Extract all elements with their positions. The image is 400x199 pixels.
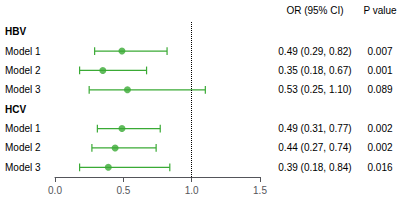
svg-text:Model 1: Model 1 xyxy=(5,123,41,134)
svg-text:HBV: HBV xyxy=(5,26,26,37)
svg-text:0.0: 0.0 xyxy=(48,185,62,196)
svg-text:Model 2: Model 2 xyxy=(5,142,41,153)
svg-text:0.39 (0.18, 0.84): 0.39 (0.18, 0.84) xyxy=(278,162,351,173)
svg-text:0.53 (0.25, 1.10): 0.53 (0.25, 1.10) xyxy=(278,84,351,95)
svg-text:Model 3: Model 3 xyxy=(5,162,41,173)
svg-text:Model 1: Model 1 xyxy=(5,46,41,57)
svg-text:HCV: HCV xyxy=(5,104,26,115)
svg-text:Model 2: Model 2 xyxy=(5,65,41,76)
svg-text:1.5: 1.5 xyxy=(253,185,267,196)
svg-text:P value: P value xyxy=(363,5,397,16)
svg-text:0.002: 0.002 xyxy=(367,142,392,153)
svg-text:0.49 (0.29, 0.82): 0.49 (0.29, 0.82) xyxy=(278,46,351,57)
svg-text:0.089: 0.089 xyxy=(367,84,392,95)
svg-text:OR (95% CI): OR (95% CI) xyxy=(286,5,343,16)
svg-text:0.49 (0.31, 0.77): 0.49 (0.31, 0.77) xyxy=(278,123,351,134)
svg-text:0.5: 0.5 xyxy=(116,185,130,196)
svg-text:0.002: 0.002 xyxy=(367,123,392,134)
svg-text:0.007: 0.007 xyxy=(367,46,392,57)
svg-text:0.44 (0.27, 0.74): 0.44 (0.27, 0.74) xyxy=(278,142,351,153)
svg-text:0.001: 0.001 xyxy=(367,65,392,76)
svg-text:0.35 (0.18, 0.67): 0.35 (0.18, 0.67) xyxy=(278,65,351,76)
svg-text:0.016: 0.016 xyxy=(367,162,392,173)
svg-text:1.0: 1.0 xyxy=(185,185,199,196)
svg-text:Model 3: Model 3 xyxy=(5,84,41,95)
